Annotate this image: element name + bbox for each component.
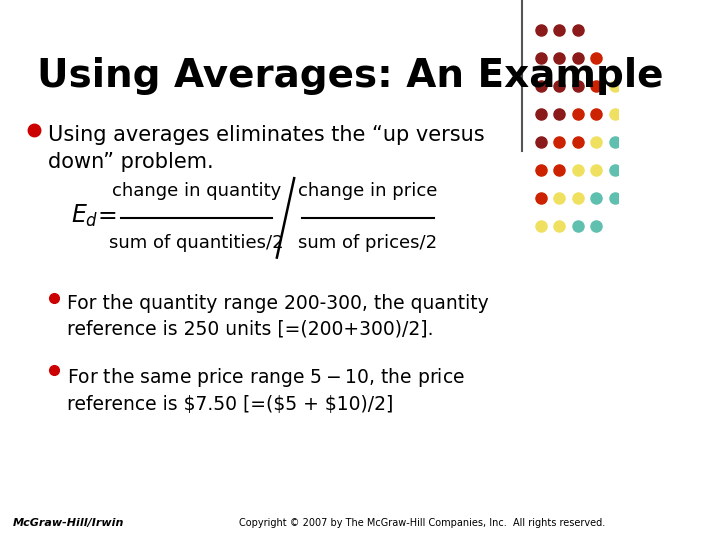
Text: $\it{E}_{\it{d}}$: $\it{E}_{\it{d}}$	[71, 203, 99, 229]
Text: Using averages eliminates the “up versus
down” problem.: Using averages eliminates the “up versus…	[48, 125, 485, 172]
Text: change in quantity: change in quantity	[112, 181, 281, 200]
Text: change in price: change in price	[298, 181, 438, 200]
Text: sum of prices/2: sum of prices/2	[299, 234, 438, 252]
Text: For the same price range $5-$10, the price
reference is $7.50 [=($5 + $10)/2]: For the same price range $5-$10, the pri…	[67, 366, 464, 414]
Text: =: =	[98, 204, 117, 228]
Text: Using Averages: An Example: Using Averages: An Example	[37, 57, 664, 94]
Text: sum of quantities/2: sum of quantities/2	[109, 234, 284, 252]
Text: For the quantity range 200-300, the quantity
reference is 250 units [=(200+300)/: For the quantity range 200-300, the quan…	[67, 294, 488, 338]
Text: Copyright © 2007 by The McGraw-Hill Companies, Inc.  All rights reserved.: Copyright © 2007 by The McGraw-Hill Comp…	[240, 518, 606, 528]
Text: McGraw-Hill/Irwin: McGraw-Hill/Irwin	[12, 518, 124, 528]
